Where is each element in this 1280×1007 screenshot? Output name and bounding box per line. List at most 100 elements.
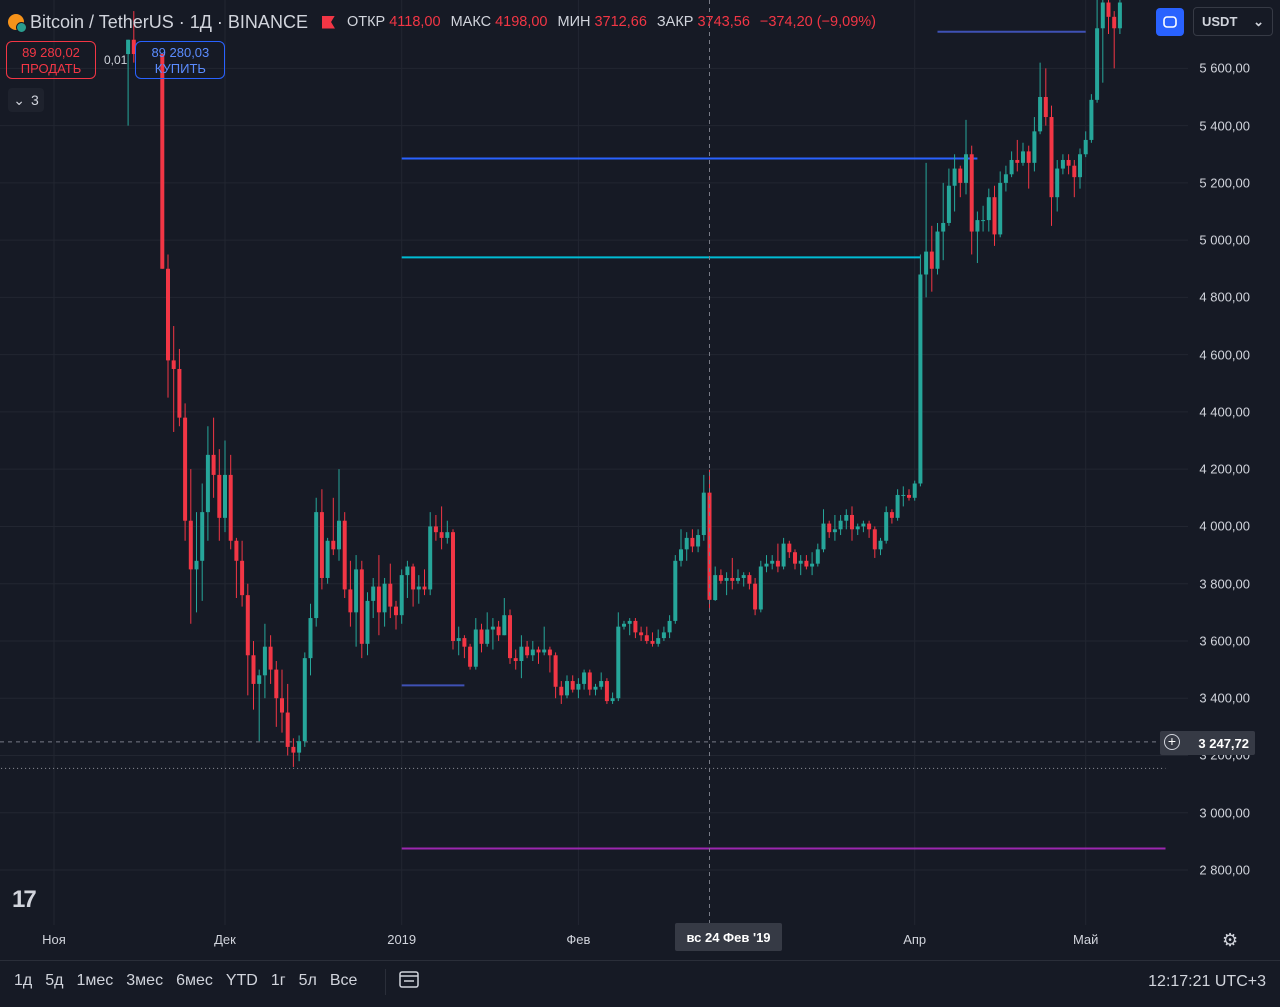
candle-down <box>188 520 193 570</box>
range-button[interactable]: 3мес <box>126 972 164 989</box>
candle-up <box>610 698 615 702</box>
range-button[interactable]: Все <box>329 972 358 989</box>
candle-up <box>565 681 569 696</box>
candle-down <box>992 197 997 235</box>
clock[interactable]: 12:17:21 UTC+3 <box>1148 973 1266 990</box>
candle-down <box>217 474 222 518</box>
price-tick-label: 3 000,00 <box>1199 805 1250 821</box>
candle-up <box>1003 174 1008 183</box>
price-tick-label: 4 800,00 <box>1199 289 1250 305</box>
candle-up <box>895 494 900 518</box>
candle-up <box>428 526 433 590</box>
candle-down <box>331 540 336 550</box>
time-tick-label: Май <box>1072 932 1099 947</box>
candle-down <box>462 638 467 647</box>
high-label: МАКС <box>450 14 492 30</box>
candle-down <box>1049 117 1054 198</box>
candle-down <box>536 649 541 653</box>
range-button[interactable]: 1д <box>14 972 33 989</box>
candle-down <box>1066 159 1071 166</box>
candle-up <box>416 586 421 590</box>
candle-up <box>770 560 775 564</box>
candle-up <box>1021 151 1025 163</box>
candle-up <box>975 220 980 232</box>
candle-up <box>855 526 860 530</box>
plus-icon[interactable]: + <box>1164 734 1180 750</box>
calendar-icon[interactable] <box>398 969 420 994</box>
tradingview-logo[interactable]: 17 <box>12 886 37 913</box>
range-button[interactable]: YTD <box>225 972 258 989</box>
candle-down <box>969 154 974 232</box>
candle-down <box>166 268 170 361</box>
close-value: 3743,56 <box>697 14 750 30</box>
candle-up <box>542 649 547 653</box>
price-tick-label: 4 000,00 <box>1199 518 1250 534</box>
gear-icon[interactable]: ⚙ <box>1222 930 1239 950</box>
candle-down <box>285 712 290 747</box>
candle-down <box>291 746 296 753</box>
candle-up <box>622 623 626 627</box>
indicators-toggle[interactable]: ⌄ 3 <box>8 88 44 112</box>
candle-up <box>194 560 199 570</box>
buy-button[interactable]: 89 280,03 КУПИТЬ <box>135 41 226 79</box>
candle-up <box>1060 159 1065 169</box>
candle-down <box>388 583 393 607</box>
date-range-svg <box>399 971 419 988</box>
candle-up <box>1038 96 1043 132</box>
range-button[interactable]: 5л <box>298 972 317 989</box>
sell-price: 89 280,02 <box>22 45 80 60</box>
candle-down <box>775 560 780 567</box>
candle-up <box>1089 99 1094 140</box>
sell-button[interactable]: 89 280,02 ПРОДАТЬ <box>6 41 96 79</box>
candle-down <box>850 514 854 530</box>
candle-up <box>530 649 535 656</box>
candle-up <box>1083 139 1088 155</box>
symbol-title[interactable]: Bitcoin / TetherUS · 1Д · BINANCE <box>30 11 308 32</box>
candle-down <box>183 417 188 521</box>
range-button[interactable]: 5д <box>45 972 64 989</box>
candle-down <box>211 454 216 475</box>
range-button[interactable]: 1г <box>270 972 286 989</box>
candle-up <box>1100 2 1105 29</box>
candle-down <box>411 566 416 590</box>
price-tick-label: 5 400,00 <box>1199 118 1250 134</box>
candle-down <box>644 635 649 641</box>
candle-down <box>508 615 512 659</box>
sync-button[interactable] <box>1156 8 1184 36</box>
candle-down <box>268 646 273 670</box>
candle-up <box>200 512 205 561</box>
candle-down <box>468 646 473 667</box>
candle-down <box>559 686 564 696</box>
range-button[interactable]: 1мес <box>76 972 114 989</box>
candle-up <box>838 520 843 530</box>
candle-up <box>257 675 262 684</box>
candle-up <box>325 540 330 578</box>
candle-up <box>297 741 302 753</box>
candle-down <box>804 560 809 567</box>
candle-up <box>1009 159 1014 175</box>
candle-down <box>650 640 655 644</box>
candle-up <box>781 543 786 567</box>
price-chart[interactable] <box>0 0 1280 960</box>
candle-down <box>718 575 723 581</box>
candle-up <box>223 474 227 518</box>
candle-down <box>730 577 735 581</box>
flag-icon[interactable] <box>321 15 335 29</box>
candle-up <box>861 523 866 527</box>
candle-up <box>878 540 883 550</box>
trade-panel: 89 280,02 ПРОДАТЬ 0,01 89 280,03 КУПИТЬ <box>6 41 226 79</box>
crosshair-price-label[interactable]: + 3 247,72 <box>1160 731 1255 755</box>
currency-select[interactable]: USDT ⌄ <box>1193 7 1273 36</box>
range-button[interactable]: 6мес <box>176 972 213 989</box>
ohlc-values: ОТКР 4118,00 МАКС 4198,00 МИН 3712,66 ЗАКР 3… <box>347 14 882 30</box>
candle-up <box>844 514 849 521</box>
candle-up <box>673 560 678 621</box>
sell-label: ПРОДАТЬ <box>20 61 82 76</box>
indicators-count: 3 <box>30 92 39 108</box>
candle-up <box>365 600 370 644</box>
divider <box>385 969 386 995</box>
chart-grid <box>0 0 1188 925</box>
candle-down <box>587 672 592 690</box>
candle-up <box>815 549 820 564</box>
price-tick-label: 3 600,00 <box>1199 633 1250 649</box>
